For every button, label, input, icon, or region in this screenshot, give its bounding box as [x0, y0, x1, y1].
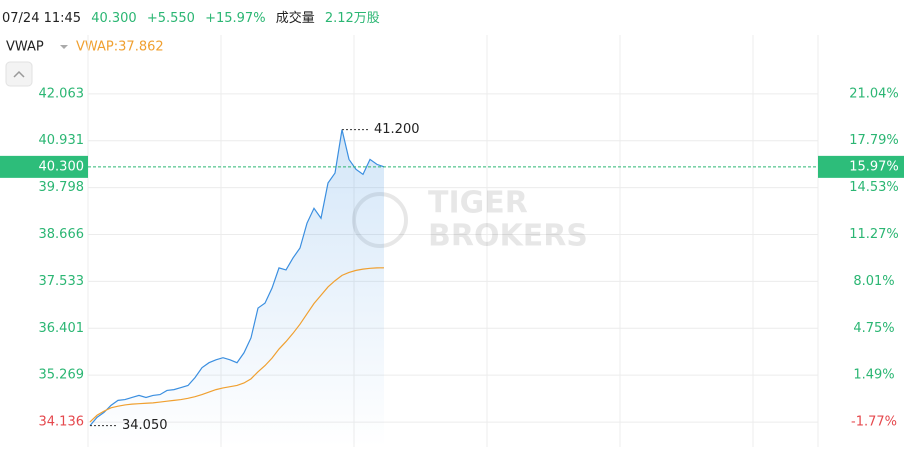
change: +5.550 [147, 11, 195, 26]
y2-tick-label: 21.04% [849, 86, 899, 101]
min-marker-label: 34.050 [122, 418, 168, 433]
watermark-text: BROKERS [428, 219, 588, 254]
watermark: TIGER BROKERS [352, 186, 588, 254]
price-area [90, 129, 384, 447]
watermark-text: TIGER [428, 186, 528, 221]
time: 07/24 11:45 [2, 11, 81, 26]
collapse-button[interactable] [5, 61, 33, 87]
y2-tick-label: 17.79% [849, 133, 899, 148]
dropdown-caret[interactable] [60, 45, 68, 49]
volume-label: 成交量 [276, 10, 315, 26]
y2-tick-label: 4.75% [853, 321, 894, 336]
y2-tick-label: -1.77% [851, 415, 897, 430]
y2-tick-label: 14.53% [849, 180, 899, 195]
grid [87, 35, 819, 447]
current-pct-label: 15.97% [849, 159, 899, 174]
y2-tick-label: 8.01% [853, 274, 894, 289]
y-tick-label: 39.798 [39, 180, 85, 195]
max-marker-label: 41.200 [374, 122, 420, 137]
y-tick-label: 36.401 [39, 321, 85, 336]
series-line [89, 129, 385, 427]
y2-tick-label: 11.27% [849, 227, 899, 242]
indicator-value: VWAP:37.862 [76, 40, 164, 55]
y-tick-label: 34.136 [39, 415, 85, 430]
header: 07/24 11:45 40.300 +5.550 +15.97% 成交量 2.… [2, 10, 380, 26]
indicator-select[interactable]: VWAP [6, 40, 44, 55]
y-tick-label: 38.666 [39, 227, 85, 242]
current-pct-box [818, 155, 904, 178]
volume: 2.12万股 [325, 11, 380, 26]
current-price-box [0, 155, 88, 178]
y-tick-label: 40.931 [39, 133, 85, 148]
series-line [89, 267, 385, 423]
price: 40.300 [91, 11, 137, 26]
y-tick-label: 37.533 [39, 274, 85, 289]
collapse-icon [13, 70, 25, 78]
change-pct: +15.97% [205, 11, 265, 26]
y-tick-label: 35.269 [39, 368, 85, 383]
y-tick-label: 42.063 [39, 86, 85, 101]
y2-tick-label: 1.49% [853, 368, 894, 383]
current-price-label: 40.300 [39, 159, 85, 174]
